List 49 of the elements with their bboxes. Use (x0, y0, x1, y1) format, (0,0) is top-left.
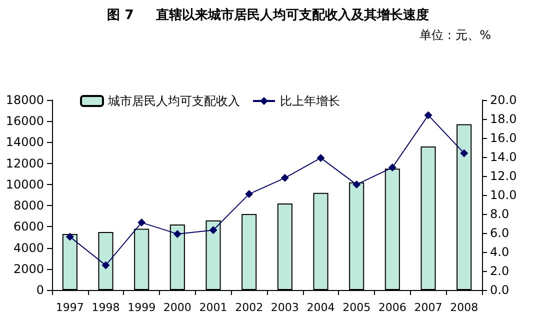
x-tick-label: 2008 (450, 301, 478, 314)
y2-tick-label: 2.0 (490, 264, 510, 278)
x-tick-label: 2005 (342, 301, 371, 314)
chart-title: 图 7 直辖以来城市居民人均可支配收入及其增长速度 (107, 7, 429, 23)
x-tick-label: 1997 (56, 301, 84, 314)
chart-subtitle: 单位：元、% (420, 28, 492, 42)
y2-tick-label: 16.0 (490, 131, 517, 145)
point (424, 111, 432, 120)
point (352, 180, 361, 189)
x-tick-label: 2000 (163, 301, 192, 314)
y2-tick-label: 12.0 (490, 169, 517, 183)
x-tick-label: 2001 (199, 301, 228, 314)
y-tick-label: 4000 (13, 240, 44, 255)
y-tick-label: 6000 (13, 220, 44, 234)
x-tick-label: 2006 (378, 301, 406, 314)
point (245, 190, 254, 198)
x-tick-label: 1998 (92, 301, 120, 314)
point (102, 261, 110, 270)
point (388, 163, 396, 172)
point (138, 218, 146, 227)
y2-tick-label: 20.0 (490, 93, 517, 107)
point (280, 174, 289, 182)
y2-tick-label: 4.0 (490, 245, 510, 259)
y2-tick-label: 18.0 (490, 112, 517, 126)
x-tick-label: 1999 (128, 301, 156, 314)
y-tick-label: 12000 (6, 156, 44, 170)
y-tick-label: 18000 (6, 93, 44, 107)
y-tick-label: 10000 (6, 177, 44, 192)
point (316, 154, 325, 162)
point (66, 232, 74, 241)
point (460, 149, 468, 158)
y-tick-label: 2000 (13, 262, 44, 276)
x-tick-label: 2004 (306, 301, 335, 314)
y2-tick-label: 14.0 (490, 150, 517, 164)
x-tick-label: 2002 (235, 301, 264, 314)
y-tick-label: 16000 (6, 114, 44, 128)
point (173, 230, 182, 238)
x-tick-label: 2007 (414, 301, 442, 314)
y-tick-label: 8000 (13, 198, 44, 213)
y-tick-label: 0 (36, 283, 44, 297)
y-tick-label: 14000 (6, 135, 44, 150)
legend-label: 比上年增长 (280, 94, 340, 108)
legend-label: 城市居民人均可支配收入 (107, 94, 240, 108)
x-tick-label: 2003 (270, 301, 299, 314)
y2-tick-label: 8.0 (490, 207, 510, 221)
y2-tick-label: 10.0 (490, 188, 517, 202)
y2-tick-label: 0.0 (490, 283, 510, 297)
point (209, 226, 218, 234)
y2-tick-label: 6.0 (490, 226, 510, 240)
